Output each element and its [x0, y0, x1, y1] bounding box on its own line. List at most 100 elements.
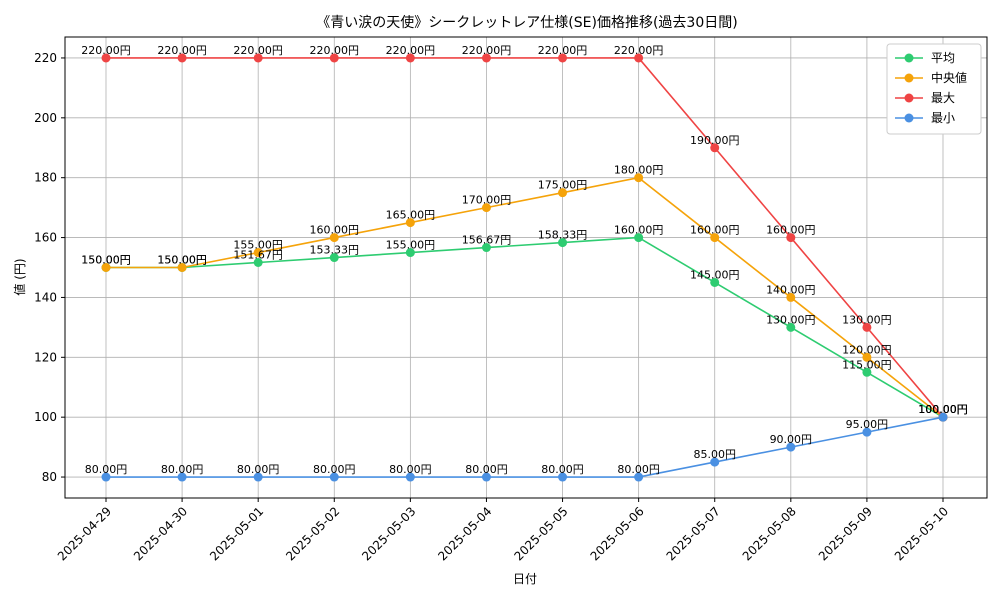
data-point	[710, 277, 720, 287]
data-label: 80.00円	[617, 463, 660, 476]
series-lines	[101, 53, 948, 482]
data-label: 80.00円	[161, 463, 204, 476]
data-point	[634, 233, 644, 243]
x-tick-label: 2025-05-02	[283, 504, 342, 563]
data-point	[710, 233, 720, 243]
data-point	[253, 248, 263, 258]
data-point	[634, 53, 644, 63]
y-axis-ticks: 80 100 120 140 160 180 200 220	[34, 51, 65, 484]
series-line	[106, 57, 944, 418]
data-label: 155.00円	[233, 239, 283, 252]
data-point	[710, 143, 720, 153]
data-label: 180.00円	[614, 164, 664, 177]
plot-area	[64, 36, 988, 499]
data-point	[634, 173, 644, 183]
data-label: 220.00円	[462, 44, 512, 57]
y-tick-label: 200	[34, 111, 57, 125]
data-point	[481, 53, 491, 63]
data-label: 150.00円	[81, 254, 131, 267]
data-label: 220.00円	[157, 44, 207, 57]
data-point	[558, 188, 568, 198]
data-label: 80.00円	[465, 463, 508, 476]
y-tick-label: 160	[34, 231, 57, 245]
data-point	[786, 442, 796, 452]
data-label: 100.00円	[918, 403, 968, 416]
data-point	[558, 53, 568, 63]
data-label: 170.00円	[462, 194, 512, 207]
data-label: 90.00円	[770, 433, 813, 446]
data-label: 130.00円	[842, 313, 892, 326]
data-label: 80.00円	[313, 463, 356, 476]
y-tick-label: 180	[34, 171, 57, 185]
x-tick-label: 2025-05-04	[435, 504, 494, 563]
y-tick-label: 220	[34, 51, 57, 65]
data-label: 145.00円	[690, 268, 740, 281]
data-label: 165.00円	[386, 209, 436, 222]
data-point	[938, 412, 948, 422]
data-label: 100.00円	[918, 403, 968, 416]
y-tick-label: 140	[34, 290, 57, 304]
x-tick-label: 2025-05-10	[892, 504, 951, 563]
data-point	[862, 367, 872, 377]
data-point	[862, 352, 872, 362]
x-tick-label: 2025-05-09	[816, 504, 875, 563]
x-tick-label: 2025-05-03	[359, 504, 418, 563]
x-axis-label: 日付	[513, 572, 537, 586]
data-label: 160.00円	[614, 224, 664, 237]
data-point	[481, 203, 491, 213]
data-point	[710, 457, 720, 467]
data-label: 160.00円	[690, 224, 740, 237]
data-point	[786, 322, 796, 332]
data-point	[253, 472, 263, 482]
data-labels: 150.00円 150.00円 151.67円 153.33円 155.00円 156.6…	[81, 44, 968, 476]
data-point	[558, 472, 568, 482]
data-point	[405, 218, 415, 228]
series-line	[106, 236, 944, 418]
legend-box	[886, 43, 982, 135]
data-label: 160.00円	[766, 224, 816, 237]
data-label: 80.00円	[237, 463, 280, 476]
data-point	[405, 53, 415, 63]
x-tick-label: 2025-05-08	[740, 504, 799, 563]
x-tick-label: 2025-05-01	[207, 504, 266, 563]
data-label: 151.67円	[233, 249, 283, 262]
data-point	[862, 427, 872, 437]
data-label: 100.00円	[918, 403, 968, 416]
series-line	[106, 416, 944, 478]
data-point	[101, 263, 111, 272]
y-tick-label: 120	[34, 350, 57, 364]
data-point	[101, 472, 111, 482]
data-point	[329, 53, 339, 63]
data-label: 156.67円	[462, 234, 512, 247]
data-label: 80.00円	[85, 463, 128, 476]
data-label: 115.00円	[842, 358, 892, 371]
data-label: 220.00円	[386, 44, 436, 57]
data-point	[405, 472, 415, 482]
data-label: 80.00円	[389, 463, 432, 476]
data-point	[481, 243, 491, 253]
grid	[65, 37, 987, 498]
data-label: 155.00円	[386, 239, 436, 252]
data-label: 100.00円	[918, 403, 968, 416]
data-label: 220.00円	[538, 44, 588, 57]
data-point	[405, 248, 415, 258]
data-point	[786, 233, 796, 243]
data-label: 220.00円	[233, 44, 283, 57]
data-label: 158.33円	[538, 229, 588, 242]
x-tick-label: 2025-05-07	[664, 504, 723, 563]
series-line	[106, 176, 944, 418]
data-label: 175.00円	[538, 179, 588, 192]
data-label: 150.00円	[157, 254, 207, 267]
x-tick-label: 2025-05-05	[511, 504, 570, 563]
data-label: 140.00円	[766, 283, 816, 296]
y-axis-label: 値 (円)	[12, 258, 27, 295]
data-label: 120.00円	[842, 343, 892, 356]
data-label: 190.00円	[690, 134, 740, 147]
data-label: 95.00円	[846, 418, 889, 431]
data-label: 220.00円	[614, 44, 664, 57]
data-label: 220.00円	[310, 44, 360, 57]
data-label: 153.33円	[310, 244, 360, 257]
y-tick-label: 100	[34, 410, 57, 424]
